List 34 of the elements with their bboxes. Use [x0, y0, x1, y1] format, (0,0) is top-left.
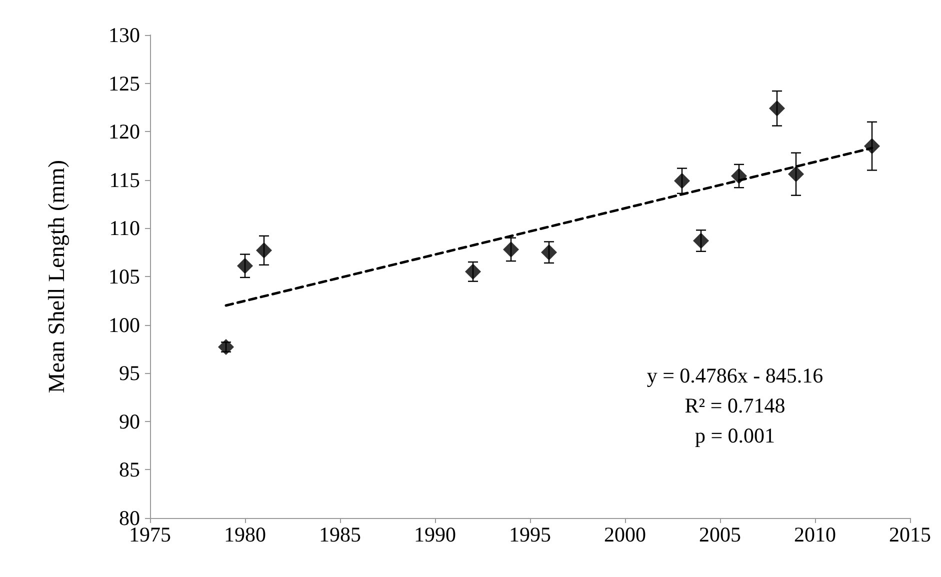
annotation: y = 0.4786x - 845.16	[646, 364, 824, 388]
x-tick-label: 1985	[319, 522, 361, 546]
y-tick-label: 110	[109, 216, 140, 240]
y-tick-label: 105	[108, 264, 140, 288]
point	[693, 232, 709, 249]
x-tick-label: 1980	[224, 522, 266, 546]
x-tick-label: 2005	[699, 522, 741, 546]
y-tick-label: 130	[108, 23, 140, 47]
x-tick-label: 2000	[604, 522, 646, 546]
y-tick-label: 115	[109, 168, 140, 192]
y-tick-label: 120	[108, 120, 140, 144]
point	[769, 100, 785, 116]
point	[503, 241, 519, 258]
point	[218, 339, 234, 356]
x-tick-label: 1990	[414, 522, 456, 546]
point	[541, 244, 557, 260]
annotation: R² = 0.7148	[684, 394, 786, 418]
y-tick-label: 90	[119, 409, 140, 434]
y-tick-label: 95	[119, 361, 140, 386]
y-tick-label: 85	[119, 458, 140, 482]
point	[788, 166, 804, 182]
y-axis-title: Mean Shell Length (mm)	[44, 160, 69, 394]
y-tick-label: 125	[108, 71, 140, 96]
point	[674, 172, 690, 189]
point	[465, 264, 481, 280]
y-tick-label: 100	[108, 312, 140, 337]
point	[864, 138, 880, 154]
point	[237, 258, 253, 274]
point	[731, 168, 747, 184]
x-tick-label: 1995	[509, 522, 551, 546]
x-tick-label: 2015	[889, 522, 931, 546]
point	[256, 242, 272, 258]
annotation: p = 0.001	[694, 424, 776, 448]
x-tick-label: 2010	[794, 522, 836, 546]
